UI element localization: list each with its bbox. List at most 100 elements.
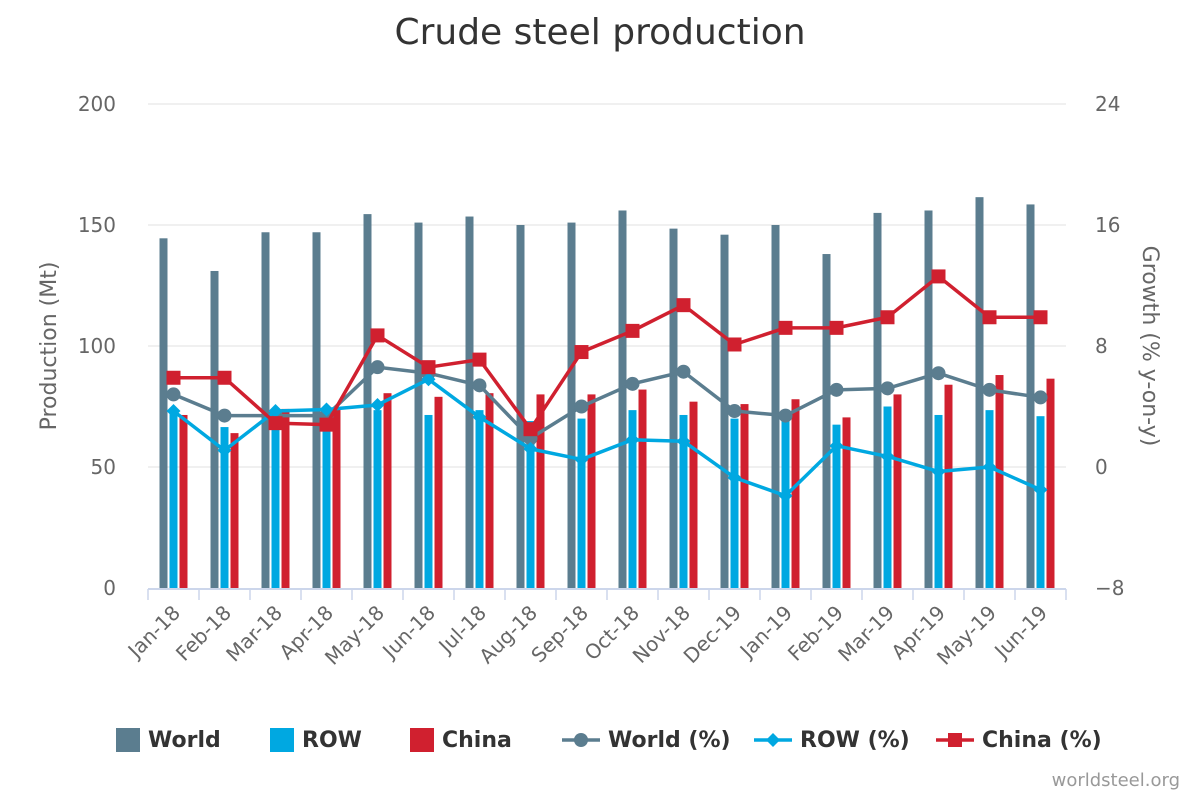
point-row-growth: [166, 404, 181, 419]
point-world-growth: [829, 382, 844, 397]
bar-china: [842, 417, 851, 588]
bar-china: [740, 404, 749, 588]
bar-world: [465, 216, 474, 588]
point-row-growth: [625, 432, 640, 447]
y-tick-label: 100: [78, 334, 116, 358]
bar-world: [924, 210, 933, 589]
bar-china: [689, 401, 698, 588]
legend-item[interactable]: World (%): [562, 722, 731, 758]
point-row-growth: [421, 372, 436, 387]
point-china-growth: [829, 320, 844, 335]
bar-world: [567, 222, 576, 588]
legend-item[interactable]: China: [410, 722, 512, 758]
bar-china: [434, 396, 443, 588]
point-row-growth: [523, 441, 538, 456]
point-china-growth: [625, 323, 640, 338]
bar-china: [893, 394, 902, 588]
bar-world: [618, 210, 627, 589]
bar-row: [883, 406, 892, 588]
y2-tick-label: −8: [1095, 576, 1124, 600]
point-world-growth: [625, 376, 640, 391]
y2-tick-label: 24: [1095, 92, 1120, 116]
bar-row: [1036, 416, 1045, 588]
bar-row: [526, 421, 535, 588]
line-china-growth: [173, 274, 1041, 431]
point-china-growth: [676, 298, 691, 313]
x-tick-label: Mar-19: [833, 601, 899, 667]
bar-world: [975, 197, 984, 589]
chart-title: Crude steel production: [394, 12, 806, 53]
point-world-growth: [676, 364, 691, 379]
legend-item[interactable]: ROW (%): [754, 722, 910, 758]
y2-tick-label: 16: [1095, 213, 1120, 237]
bar-row: [169, 413, 178, 588]
bar-world: [873, 212, 882, 588]
point-china-growth: [931, 269, 946, 284]
bar-row: [832, 424, 841, 588]
bar-world: [516, 225, 525, 588]
point-row-growth: [319, 402, 334, 417]
point-row-growth: [370, 397, 385, 412]
bar-world: [261, 232, 270, 588]
point-row-growth: [268, 404, 283, 419]
y-tick-label: 150: [78, 213, 116, 237]
legend-item[interactable]: World: [116, 722, 221, 758]
y-tick-label: 200: [78, 92, 116, 116]
point-row-growth: [472, 410, 487, 425]
bar-china: [230, 433, 239, 588]
chart-area: 0 50 100 150 200 −8 0 8 16 24 Production (Mt) Growt…: [37, 92, 1162, 670]
point-row-growth: [931, 464, 946, 479]
point-row-growth: [778, 488, 793, 503]
legend-symbol: [270, 728, 294, 752]
legend-item[interactable]: China (%): [936, 722, 1102, 758]
y-axis-title: Production (Mt): [37, 262, 62, 431]
x-tick-label: Aug-18: [474, 601, 542, 669]
bar-world: [771, 225, 780, 588]
bar-china: [638, 389, 647, 588]
point-china-growth: [370, 328, 385, 343]
bar-row: [985, 410, 994, 588]
point-china-growth: [166, 370, 181, 385]
y2-axis-title: Growth (% y-on-y): [1137, 246, 1162, 447]
x-tick-label: Jun-18: [376, 601, 440, 665]
point-china-growth: [727, 337, 742, 352]
point-world-growth: [217, 408, 232, 423]
y2-tick-label: 8: [1095, 334, 1108, 358]
y-tick-label: 0: [103, 576, 116, 600]
bar-row: [220, 427, 229, 588]
bar-row: [271, 411, 280, 588]
legend-label: China (%): [982, 727, 1102, 753]
point-world-growth: [931, 366, 946, 381]
point-world-growth: [472, 378, 487, 393]
bar-row: [373, 410, 382, 588]
bar-row: [475, 410, 484, 588]
line-world-growth: [172, 365, 1041, 441]
point-china-growth: [1033, 310, 1048, 325]
point-world-growth: [574, 399, 589, 414]
x-tick-label: Mar-18: [221, 601, 287, 667]
point-world-growth: [1033, 390, 1048, 405]
point-world-growth: [370, 360, 385, 375]
x-tick-label: Dec-19: [679, 601, 746, 668]
point-world-growth: [880, 381, 895, 396]
legend-label: ROW (%): [800, 727, 910, 753]
bar-world: [159, 238, 168, 588]
point-world-growth: [727, 404, 742, 419]
bar-china: [995, 375, 1004, 588]
bar-china: [587, 394, 596, 588]
point-china-growth: [880, 310, 895, 325]
point-row-growth: [574, 452, 589, 467]
bar-world: [822, 254, 831, 589]
bar-row: [679, 414, 688, 588]
bar-world: [363, 214, 372, 589]
point-china-growth: [982, 310, 997, 325]
point-china-growth: [523, 422, 538, 437]
credit-text: worldsteel.org: [1051, 770, 1180, 791]
bar-row: [934, 414, 943, 588]
bar-china: [179, 414, 188, 588]
point-china-growth: [319, 417, 334, 432]
point-row-growth: [880, 449, 895, 464]
point-china-growth: [472, 352, 487, 367]
point-china-growth: [268, 416, 283, 431]
legend-item[interactable]: ROW: [270, 722, 362, 758]
